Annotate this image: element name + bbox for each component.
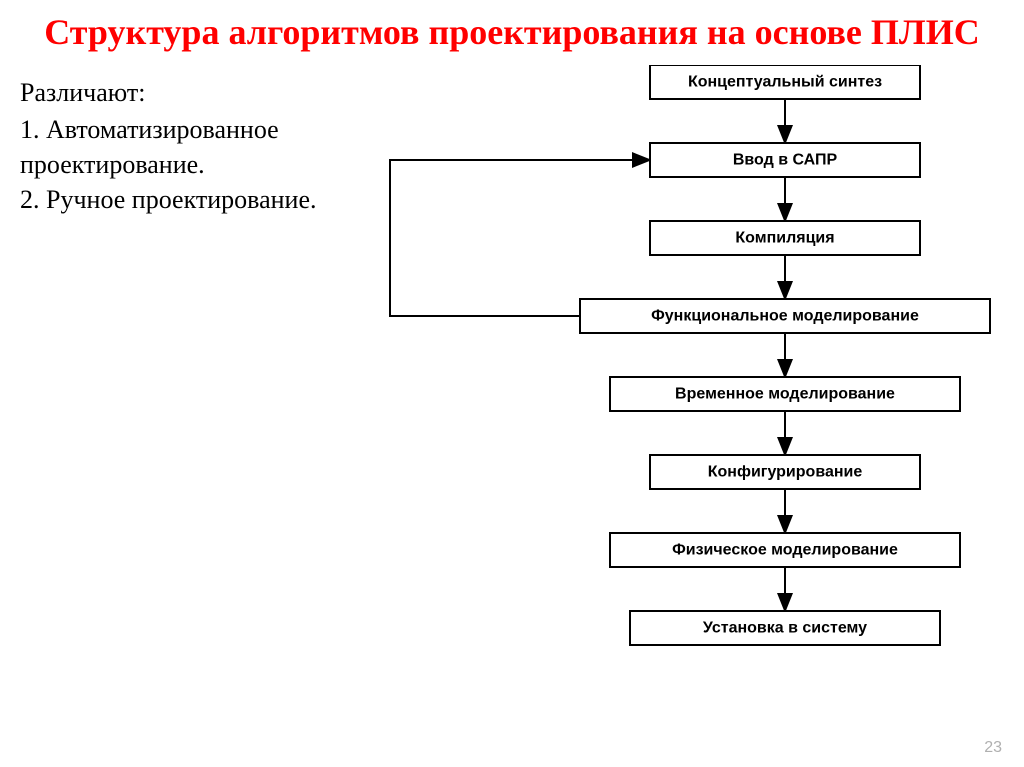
flowchart-node-label: Концептуальный синтез: [688, 74, 882, 91]
flowchart-node-label: Компиляция: [735, 230, 834, 247]
flowchart-node-label: Конфигурирование: [708, 464, 863, 481]
content-row: Различают: 1. Автоматизированное проекти…: [0, 55, 1024, 665]
flowchart-node-label: Установка в систему: [703, 620, 867, 637]
flowchart-node: Установка в систему: [630, 611, 940, 645]
flowchart-node-label: Физическое моделирование: [672, 542, 898, 559]
flowchart-node: Временное моделирование: [610, 377, 960, 411]
flowchart-container: Концептуальный синтез Ввод в САПР Компиляц…: [330, 65, 1020, 665]
flowchart-node: Концептуальный синтез: [650, 65, 920, 99]
page-title: Структура алгоритмов проектирования на о…: [0, 0, 1024, 55]
flowchart-svg: Концептуальный синтез Ввод в САПР Компиляц…: [330, 65, 1020, 665]
sidebar-intro: Различают:: [20, 75, 330, 110]
sidebar-item: 2. Ручное проектирование.: [20, 182, 330, 217]
flowchart-feedback-edge: [390, 160, 650, 316]
flowchart-node-label: Временное моделирование: [675, 386, 895, 403]
flowchart-node: Физическое моделирование: [610, 533, 960, 567]
flowchart-node: Конфигурирование: [650, 455, 920, 489]
slide-number: 23: [984, 739, 1002, 757]
flowchart-node: Компиляция: [650, 221, 920, 255]
flowchart-node: Ввод в САПР: [650, 143, 920, 177]
flowchart-node-label: Функциональное моделирование: [651, 308, 919, 325]
flowchart-node-label: Ввод в САПР: [733, 152, 838, 169]
sidebar-item: 1. Автоматизированное проектирование.: [20, 112, 330, 182]
sidebar-text: Различают: 1. Автоматизированное проекти…: [20, 65, 330, 665]
flowchart-node: Функциональное моделирование: [580, 299, 990, 333]
